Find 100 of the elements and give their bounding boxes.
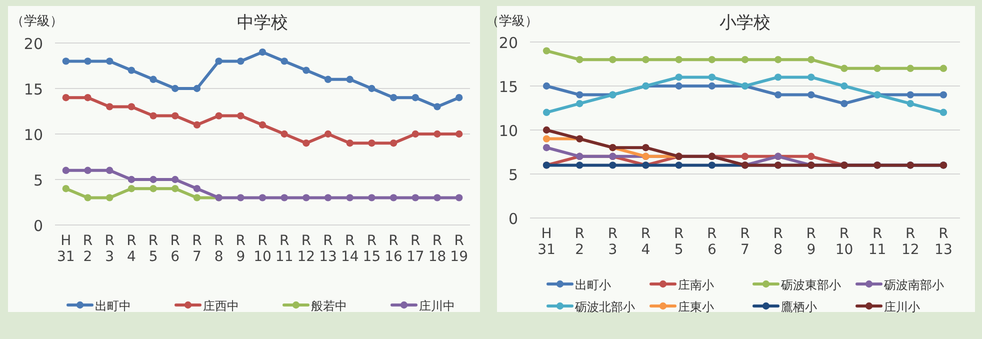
x-tick-label: R 13 — [319, 233, 337, 265]
point — [215, 112, 222, 120]
point — [193, 84, 201, 92]
x-tick-label: R 10 — [835, 226, 854, 258]
point — [128, 103, 136, 110]
y-tick-label: 0 — [33, 217, 43, 235]
y-tick-label: 0 — [508, 210, 518, 228]
x-tick-label: R 6 — [707, 226, 718, 258]
point — [542, 82, 550, 90]
x-tick-label: R 13 — [934, 226, 952, 258]
point — [324, 130, 332, 138]
point — [150, 176, 157, 184]
point — [576, 91, 584, 98]
point — [642, 144, 650, 152]
x-tick-label: R 4 — [640, 226, 651, 258]
x-tick-label: R 2 — [82, 233, 93, 265]
point — [455, 194, 463, 202]
x-tick-label: R 12 — [901, 226, 920, 258]
x-tick-label: R 7 — [740, 226, 750, 258]
point — [741, 56, 749, 64]
point — [128, 66, 136, 74]
y-tick-label: 5 — [33, 172, 43, 190]
x-tick-label: R 8 — [214, 233, 224, 265]
point — [434, 194, 441, 202]
point — [576, 100, 584, 108]
point — [576, 56, 584, 64]
point — [412, 130, 419, 138]
point — [906, 91, 914, 98]
point — [150, 76, 157, 83]
y-axis-title: （学級） — [486, 14, 538, 29]
point — [106, 103, 114, 110]
point — [150, 112, 157, 120]
x-tick-label: R 12 — [297, 233, 316, 265]
point — [302, 66, 310, 74]
legend-label: 庄川中 — [419, 299, 455, 313]
point — [840, 82, 848, 90]
point — [302, 194, 310, 202]
legend-label: 砺波南部小 — [883, 278, 944, 292]
x-tick-label: R 4 — [126, 233, 137, 265]
x-tick-label: R 9 — [806, 226, 816, 258]
x-tick-label: R 7 — [192, 233, 202, 265]
point — [346, 194, 354, 202]
legend-label: 砺波東部小 — [780, 278, 841, 292]
x-tick-label: R 6 — [170, 233, 180, 265]
point — [62, 58, 70, 65]
x-tick-label: H 31 — [57, 233, 75, 265]
chart-title: 中学校 — [237, 13, 288, 33]
chart-title: 小学校 — [720, 13, 770, 33]
legend-label: 庄川小 — [884, 300, 920, 314]
point — [62, 185, 70, 192]
x-tick-label: H 31 — [538, 226, 556, 258]
x-tick-label: R 14 — [340, 233, 359, 265]
point — [412, 194, 419, 202]
point — [940, 64, 948, 72]
point — [808, 91, 815, 98]
y-tick-label: 20 — [498, 34, 518, 52]
point — [280, 194, 288, 202]
point — [128, 185, 136, 192]
x-tick-label: R 3 — [104, 233, 115, 265]
point — [808, 152, 815, 160]
y-tick-label: 20 — [24, 35, 43, 53]
legend-label: 庄南小 — [678, 278, 714, 292]
point — [840, 100, 848, 108]
point — [542, 47, 550, 54]
point — [808, 56, 815, 64]
point — [106, 194, 114, 202]
point — [84, 166, 92, 174]
point — [840, 64, 848, 72]
point — [172, 84, 179, 92]
legend-label: 般若中 — [311, 299, 347, 313]
point — [906, 64, 914, 72]
point — [906, 100, 914, 108]
point — [708, 162, 716, 169]
x-tick-label: R 17 — [406, 233, 424, 265]
x-tick-label: R 18 — [428, 233, 446, 265]
point — [368, 194, 376, 202]
x-tick-label: R 10 — [254, 233, 272, 265]
y-tick-label: 10 — [24, 126, 43, 144]
legend-label: 庄東小 — [678, 300, 714, 314]
point — [455, 130, 463, 138]
point — [324, 76, 332, 83]
x-tick-label: R 2 — [574, 226, 585, 258]
point — [642, 56, 650, 64]
point — [434, 130, 441, 138]
point — [675, 56, 682, 64]
x-tick-label: R 11 — [275, 233, 294, 265]
y-tick-label: 5 — [508, 166, 518, 184]
point — [346, 76, 354, 83]
point — [675, 162, 682, 169]
point — [172, 185, 179, 192]
legend-label: 砺波北部小 — [574, 300, 635, 314]
legend-label: 鷹栖小 — [781, 300, 817, 314]
legend-label: 出町中 — [95, 299, 131, 313]
point — [542, 135, 550, 142]
x-tick-label: R 8 — [773, 226, 784, 258]
point — [542, 126, 550, 134]
y-tick-label: 15 — [24, 80, 43, 98]
point — [576, 162, 584, 169]
point — [215, 58, 222, 65]
y-axis-title: （学級） — [11, 14, 63, 29]
